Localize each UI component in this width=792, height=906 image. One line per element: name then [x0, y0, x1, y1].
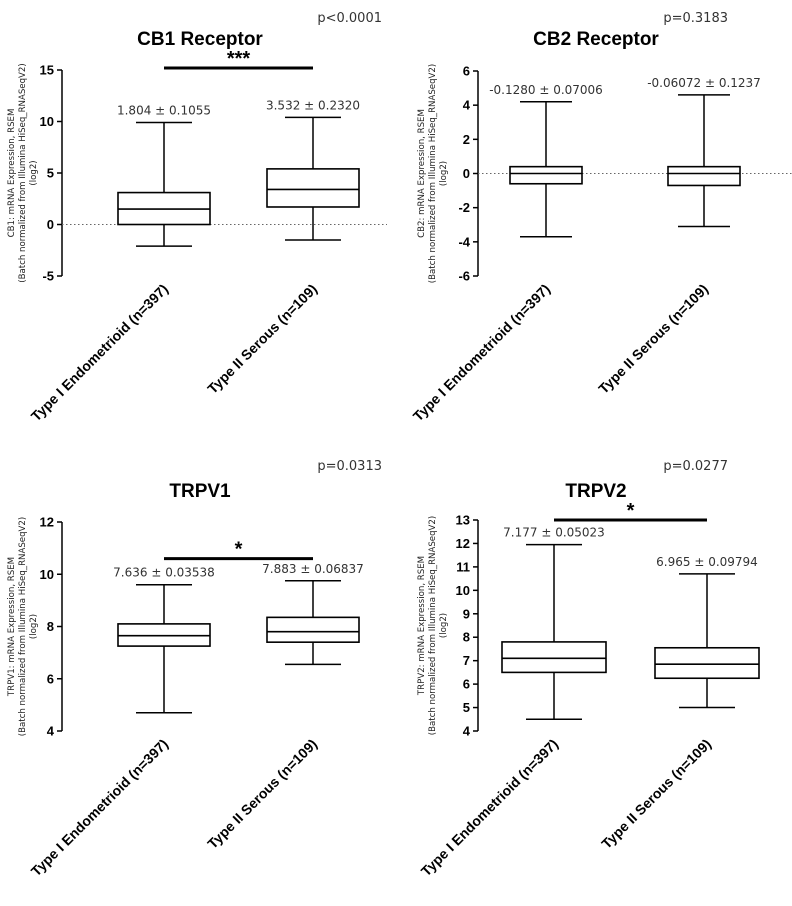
box-iqr	[509, 165, 583, 185]
box-plot-2: 7.883 ± 0.06837	[262, 562, 364, 666]
mean-sem-annotation: -0.06072 ± 0.1237	[647, 76, 761, 90]
y-tick-label: 0	[463, 166, 470, 181]
x-category-label-text: Type I Endometrioid (n=397)	[410, 281, 553, 424]
chart-title: CB1 Receptor	[137, 29, 263, 50]
p-value-label: p=0.3183	[663, 11, 728, 26]
y-tick-label: 12	[456, 536, 470, 551]
y-axis-label-line: (log2)	[29, 160, 39, 185]
p-value-label: p<0.0001	[317, 11, 382, 26]
y-axis-label-line: CB1: mRNA Expression, RSEM	[7, 109, 17, 238]
x-category-label: Type II Serous (n=109)	[598, 736, 714, 852]
y-tick-label: 6	[47, 671, 54, 686]
y-tick-label: -5	[42, 269, 54, 284]
box-plot-1: 7.636 ± 0.03538	[113, 566, 215, 714]
x-category-label-text: Type II Serous (n=109)	[598, 736, 714, 852]
y-tick-label: 6	[463, 677, 470, 692]
y-tick-label: 4	[47, 724, 55, 739]
y-axis-label-line: (Batch normalized from Illumina HiSeq_RN…	[18, 517, 28, 736]
p-value-label: p=0.0277	[663, 459, 728, 474]
mean-sem-annotation: 6.965 ± 0.09794	[656, 555, 758, 569]
box-iqr	[654, 646, 760, 680]
x-category-label: Type I Endometrioid (n=397)	[28, 736, 171, 879]
box-iqr	[667, 165, 741, 187]
x-category-label-text: Type II Serous (n=109)	[595, 281, 711, 397]
box-iqr	[501, 641, 607, 674]
y-tick-label: 2	[463, 132, 470, 147]
chart-title: TRPV1	[169, 481, 231, 502]
y-tick-label: 11	[456, 559, 470, 574]
y-tick-label: 8	[463, 630, 470, 645]
box-plot-1: -0.1280 ± 0.07006	[489, 83, 603, 238]
y-tick-label: 12	[40, 515, 54, 530]
x-category-label-text: Type I Endometrioid (n=397)	[418, 736, 561, 879]
y-axis-label: CB2: mRNA Expression, RSEM (Batch normali…	[417, 64, 449, 283]
mean-sem-annotation: 7.177 ± 0.05023	[503, 526, 605, 540]
y-tick-label: -6	[458, 269, 470, 284]
y-axis-label-line: (log2)	[29, 614, 39, 639]
box-plot-1: 7.177 ± 0.05023	[501, 526, 607, 721]
box-plot-2: 6.965 ± 0.09794	[654, 555, 760, 709]
x-category-label: Type II Serous (n=109)	[204, 736, 320, 852]
y-axis-label: TRPV1: mRNA Expression, RSEM (Batch norma…	[7, 517, 39, 736]
y-axis-label-line: (Batch normalized from Illumina HiSeq_RN…	[428, 64, 438, 283]
box-iqr	[266, 616, 360, 643]
box-plot-2: -0.06072 ± 0.1237	[647, 76, 761, 228]
significance-stars: *	[235, 539, 243, 561]
x-category-label-text: Type I Endometrioid (n=397)	[28, 281, 171, 424]
y-tick-label: -2	[458, 200, 470, 215]
x-category-label: Type I Endometrioid (n=397)	[410, 281, 553, 424]
mean-sem-annotation: 7.636 ± 0.03538	[113, 566, 215, 580]
mean-sem-annotation: 1.804 ± 0.1055	[117, 104, 211, 118]
y-axis-label-line: CB2: mRNA Expression, RSEM	[417, 109, 427, 238]
box-plot-2: 3.532 ± 0.2320	[266, 98, 360, 241]
y-tick-label: 10	[40, 567, 54, 582]
y-axis-label-line: (Batch normalized from Illumina HiSeq_RN…	[18, 63, 28, 282]
significance-stars: ***	[227, 48, 251, 70]
x-category-label: Type I Endometrioid (n=397)	[28, 281, 171, 424]
y-tick-label: 5	[47, 166, 54, 181]
y-tick-label: 6	[463, 64, 470, 79]
y-tick-label: 8	[47, 619, 54, 634]
x-category-label-text: Type II Serous (n=109)	[204, 281, 320, 397]
p-value-label: p=0.0313	[317, 459, 382, 474]
y-tick-label: 4	[463, 98, 471, 113]
x-category-label-text: Type II Serous (n=109)	[204, 736, 320, 852]
y-axis-label: CB1: mRNA Expression, RSEM (Batch normali…	[7, 63, 39, 282]
y-tick-label: 7	[463, 653, 470, 668]
chart-panel-2: CB2 Receptor p=0.3183 -6 -4 -2 0 2 4 6 CB2: mRNA …	[410, 11, 792, 424]
mean-sem-annotation: 3.532 ± 0.2320	[266, 98, 360, 112]
y-tick-label: 9	[463, 606, 470, 621]
x-category-label: Type I Endometrioid (n=397)	[418, 736, 561, 879]
y-axis-label: TRPV2: mRNA Expression, RSEM (Batch norma…	[417, 516, 449, 735]
mean-sem-annotation: 7.883 ± 0.06837	[262, 562, 364, 576]
y-tick-label: 4	[463, 724, 471, 739]
chart-panel-4: TRPV2 p=0.0277 4 5 6 7 8 9 10 11 12 13 TRPV2: mRNA E…	[417, 459, 760, 879]
chart-title: TRPV2	[565, 481, 626, 502]
y-axis-label-line: TRPV2: mRNA Expression, RSEM	[417, 556, 427, 696]
x-category-label-text: Type I Endometrioid (n=397)	[28, 736, 171, 879]
y-tick-label: 10	[456, 583, 470, 598]
y-tick-label: 10	[40, 114, 54, 129]
y-axis-label-line: (log2)	[439, 161, 449, 186]
y-tick-label: 5	[463, 700, 470, 715]
box-iqr	[266, 168, 360, 208]
box-plot-1: 1.804 ± 0.1055	[117, 104, 211, 247]
chart-title: CB2 Receptor	[533, 29, 659, 50]
y-tick-label: -4	[458, 234, 470, 249]
x-category-label: Type II Serous (n=109)	[204, 281, 320, 397]
y-tick-label: 15	[40, 63, 54, 78]
y-tick-label: 13	[456, 513, 470, 528]
y-axis-label-line: TRPV1: mRNA Expression, RSEM	[7, 557, 17, 697]
x-category-label: Type II Serous (n=109)	[595, 281, 711, 397]
mean-sem-annotation: -0.1280 ± 0.07006	[489, 83, 603, 97]
y-axis-label-line: (Batch normalized from Illumina HiSeq_RN…	[428, 516, 438, 735]
y-axis-label-line: (log2)	[439, 613, 449, 638]
y-tick-label: 0	[47, 217, 54, 232]
significance-stars: *	[627, 500, 635, 522]
